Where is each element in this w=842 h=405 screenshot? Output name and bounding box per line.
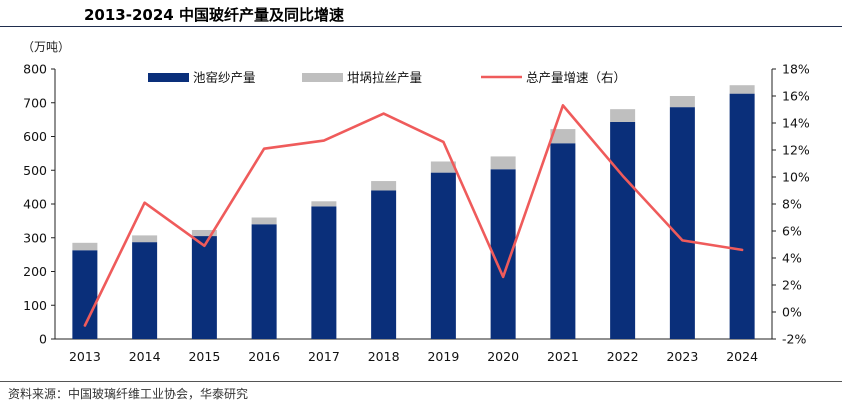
bar-pool-kiln <box>191 236 217 339</box>
left-tick-label: 0 <box>39 332 47 347</box>
legend-swatch-crucible <box>302 73 343 82</box>
x-tick-label: 2023 <box>666 349 698 364</box>
legend-swatch-pool-kiln <box>148 73 189 82</box>
x-tick-label: 2014 <box>129 349 161 364</box>
right-tick-label: 16% <box>782 89 810 104</box>
left-tick-label: 100 <box>23 298 47 313</box>
bar-crucible <box>729 85 755 94</box>
series-line-growth <box>83 104 744 327</box>
bar-crucible <box>251 217 277 225</box>
bar-crucible <box>610 109 636 122</box>
left-tick-label: 400 <box>23 197 47 212</box>
right-tick-label: 8% <box>782 197 802 212</box>
bar-crucible <box>550 129 576 144</box>
source-rule <box>0 381 842 382</box>
right-tick-label: 6% <box>782 224 802 239</box>
right-tick-label: 2% <box>782 278 802 293</box>
right-tick-label: 14% <box>782 116 810 131</box>
bar-crucible <box>191 229 217 237</box>
bar-crucible <box>311 201 337 207</box>
bar-pool-kiln <box>550 143 576 339</box>
bar-crucible <box>669 96 695 108</box>
legend-label-crucible: 坩埚拉丝产量 <box>347 70 422 85</box>
x-tick-label: 2018 <box>368 349 400 364</box>
bar-pool-kiln <box>669 107 695 339</box>
right-tick-label: 0% <box>782 305 802 320</box>
left-tick-label: 700 <box>23 95 47 110</box>
bar-pool-kiln <box>311 206 337 339</box>
chart-title: 2013-2024 中国玻纤产量及同比增速 <box>84 6 344 24</box>
title-rule <box>0 26 842 27</box>
bar-pool-kiln <box>251 224 277 339</box>
title-bar: 2013-2024 中国玻纤产量及同比增速 <box>0 0 842 30</box>
left-tick-label: 300 <box>23 230 47 245</box>
x-tick-label: 2022 <box>607 349 639 364</box>
right-tick-label: 12% <box>782 143 810 158</box>
source-note: 资料来源：中国玻璃纤维工业协会，华泰研究 <box>8 387 249 401</box>
x-tick-label: 2013 <box>69 349 101 364</box>
x-tick-label: 2017 <box>308 349 340 364</box>
right-tick-label: -2% <box>782 332 806 347</box>
left-tick-label: 500 <box>23 163 47 178</box>
right-tick-label: 10% <box>782 170 810 185</box>
x-tick-label: 2015 <box>188 349 220 364</box>
bar-pool-kiln <box>371 190 397 339</box>
left-tick-label: 600 <box>23 129 47 144</box>
x-tick-label: 2019 <box>427 349 459 364</box>
bar-pool-kiln <box>610 121 636 339</box>
bar-crucible <box>430 161 456 173</box>
unit-label: （万吨） <box>22 40 71 54</box>
bar-crucible <box>72 242 98 251</box>
bar-crucible <box>132 235 158 243</box>
x-tick-label: 2024 <box>726 349 758 364</box>
legend-label-growth: 总产量增速（右） <box>526 70 626 85</box>
left-tick-label: 200 <box>23 264 47 279</box>
bar-pool-kiln <box>729 93 755 339</box>
bar-pool-kiln <box>132 242 158 339</box>
right-tick-label: 18% <box>782 62 810 77</box>
x-tick-label: 2021 <box>547 349 579 364</box>
x-tick-label: 2016 <box>248 349 280 364</box>
bar-pool-kiln <box>430 172 456 339</box>
x-tick-label: 2020 <box>487 349 519 364</box>
bar-crucible <box>490 156 516 170</box>
right-tick-label: 4% <box>782 251 802 266</box>
left-tick-label: 800 <box>23 62 47 77</box>
legend-label-pool-kiln: 池窑纱产量 <box>193 70 256 85</box>
bar-crucible <box>371 181 397 191</box>
